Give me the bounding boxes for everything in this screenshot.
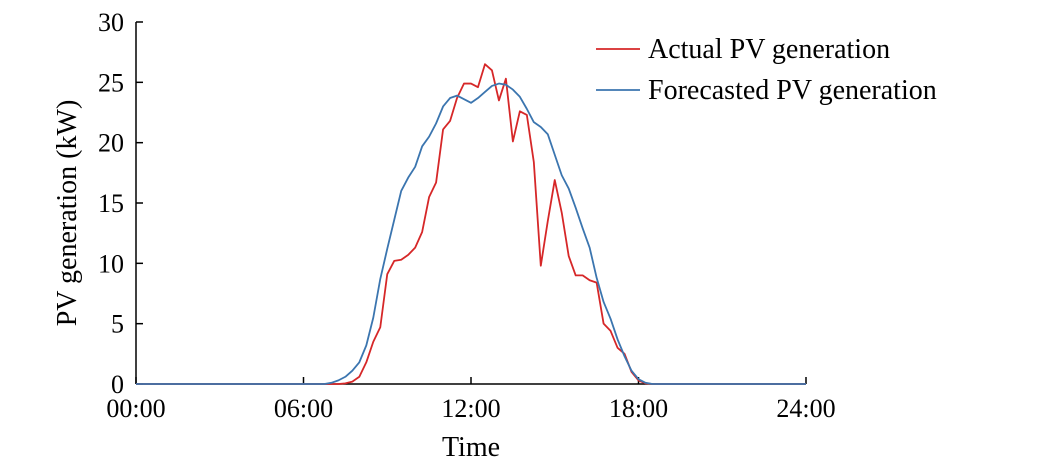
x-axis-ticks: 00:00 06:00 12:00 18:00 24:00 [106, 377, 836, 423]
x-axis-title: Time [442, 432, 500, 463]
x-tick-label: 12:00 [441, 394, 500, 423]
x-tick-label: 06:00 [274, 394, 333, 423]
y-tick-label: 30 [98, 8, 124, 37]
x-tick-label: 00:00 [106, 394, 165, 423]
legend-label-actual: Actual PV generation [648, 34, 890, 65]
y-tick-label: 15 [98, 189, 124, 218]
y-tick-label: 5 [111, 310, 124, 339]
legend: Actual PV generation Forecasted PV gener… [596, 34, 937, 106]
x-tick-label: 24:00 [776, 394, 835, 423]
legend-label-forecast: Forecasted PV generation [648, 75, 937, 106]
series-line-forecast [136, 82, 806, 385]
x-tick-label: 18:00 [609, 394, 668, 423]
y-axis-title: PV generation (kW) [52, 100, 83, 327]
y-tick-label: 0 [111, 370, 124, 399]
series-line-actual [136, 63, 806, 385]
series-lines [136, 63, 806, 385]
axes: 00:00 06:00 12:00 18:00 24:00 0 5 10 15 20 25 30 T… [52, 8, 836, 463]
y-tick-label: 20 [98, 129, 124, 158]
y-tick-label: 10 [98, 249, 124, 278]
y-tick-label: 25 [98, 68, 124, 97]
